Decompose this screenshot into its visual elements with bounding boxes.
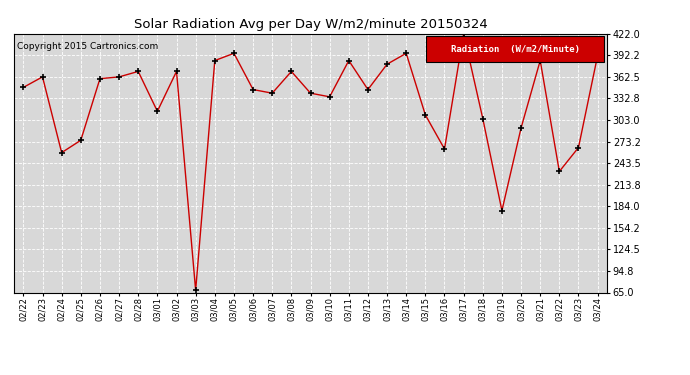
Title: Solar Radiation Avg per Day W/m2/minute 20150324: Solar Radiation Avg per Day W/m2/minute … bbox=[134, 18, 487, 31]
Text: Copyright 2015 Cartronics.com: Copyright 2015 Cartronics.com bbox=[17, 42, 158, 51]
FancyBboxPatch shape bbox=[426, 36, 604, 62]
Text: Radiation  (W/m2/Minute): Radiation (W/m2/Minute) bbox=[451, 45, 580, 54]
